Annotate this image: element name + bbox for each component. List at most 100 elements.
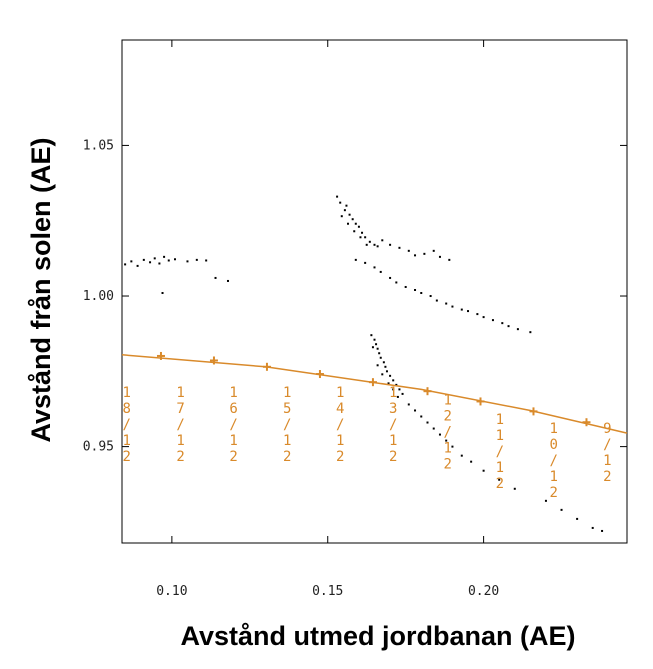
resonance-label: 1 [176,385,184,401]
particle-point [373,266,376,269]
particle-point [373,338,376,341]
x-tick-label: 0.15 [312,584,343,599]
resonance-label: / [336,417,344,433]
particle-point [392,379,395,382]
particle-point [389,374,392,377]
particle-point [407,403,410,406]
particle-point [601,529,604,532]
particle-point [379,270,382,273]
x-tick-labels: 0.10 0.15 0.20 [156,584,499,599]
particle-point [432,427,435,430]
particle-point [482,316,485,319]
resonance-label: / [444,424,452,440]
resonance-label: / [283,417,291,433]
particle-point [186,260,189,263]
particle-point [381,239,384,242]
particle-point [451,445,454,448]
particle-point [389,243,392,246]
resonance-label: 2 [550,485,558,501]
particle-point [560,508,563,511]
particle-point [591,526,594,529]
resonance-label: 1 [336,433,344,449]
resonance-markers [156,351,591,427]
particle-point [351,218,354,221]
resonance-label: / [229,417,237,433]
particle-point [343,209,346,212]
resonance-label: / [550,453,558,469]
particle-point [423,252,426,255]
particle-point [158,262,161,265]
resonance-label: 2 [176,449,184,465]
particle-point [336,195,339,198]
resonance-line [121,354,628,434]
resonance-label: 1 [389,385,397,401]
resonance-labels: 18/1217/1216/1215/1214/1213/1212/1211/12… [122,385,611,501]
particle-point [365,243,368,246]
particle-point [382,361,385,364]
particle-point [371,346,374,349]
y-tick-label: 0.95 [83,440,114,455]
particle-point [376,347,379,350]
resonance-label: 1 [283,385,291,401]
particle-point [445,439,448,442]
particle-point [340,215,343,218]
particle-point [373,243,376,246]
particle-point [389,276,392,279]
particle-point [384,365,387,368]
particle-point [414,409,417,412]
particle-point [395,281,398,284]
resonance-label: 1 [122,433,130,449]
resonance-label: 1 [550,469,558,485]
particle-point [414,254,417,257]
particle-point [364,236,367,239]
particle-point [368,240,371,243]
particle-point [376,245,379,248]
particle-point [392,388,395,391]
resonance-label: 2 [229,449,237,465]
x-tick-label: 0.20 [468,584,499,599]
resonance-label: / [122,417,130,433]
resonance-label: 3 [389,401,397,417]
particle-point [544,499,547,502]
resonance-label: 1 [122,385,130,401]
plot-frame [121,39,628,544]
particle-point [124,263,127,266]
particle-point [163,255,166,258]
particle-point [347,222,350,225]
particle-point [376,364,379,367]
resonance-label: 6 [229,401,237,417]
particle-point [420,292,423,295]
particle-point [379,356,382,359]
particle-point [161,292,164,295]
particle-point [195,258,198,261]
particle-point [130,260,133,263]
particle-point [354,222,357,225]
particle-point [226,279,229,282]
resonance-label: 1 [229,433,237,449]
resonance-label: 1 [496,460,504,476]
resonance-label: 2 [122,449,130,465]
resonance-label: 2 [336,449,344,465]
resonance-label: 2 [389,449,397,465]
particle-point [435,299,438,302]
particle-point [576,517,579,520]
resonance-label: 4 [336,401,344,417]
particle-point [482,469,485,472]
resonance-label: 1 [283,433,291,449]
particle-point [460,308,463,311]
particle-point [214,276,217,279]
particle-point [395,383,398,386]
particle-point [438,255,441,258]
particle-point [357,225,360,228]
resonance-label: 2 [496,476,504,492]
y-axis-title: Avstånd från solen (AE) [26,137,56,442]
particle-point [353,230,356,233]
particle-point [345,204,348,207]
particle-point [149,261,152,264]
resonance-label: 7 [176,401,184,417]
resonance-label: 1 [496,428,504,444]
plot-border [121,39,628,544]
particle-point [420,415,423,418]
particle-point [153,257,156,260]
